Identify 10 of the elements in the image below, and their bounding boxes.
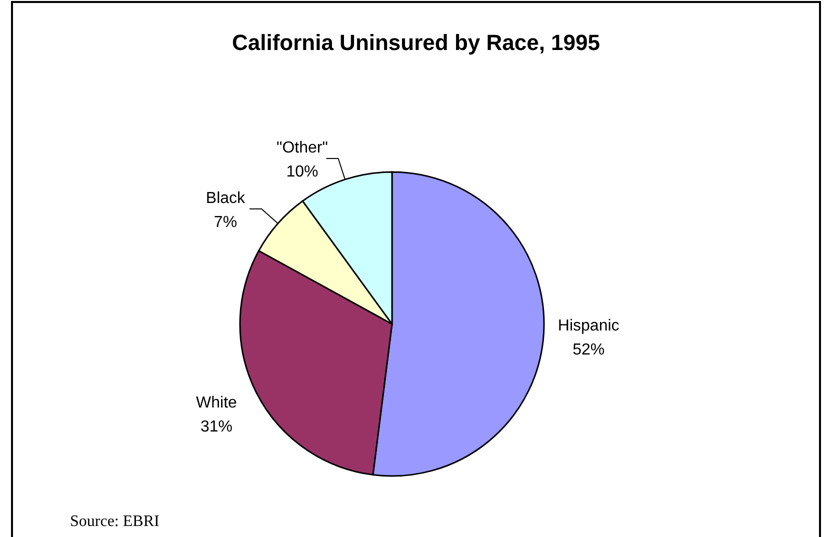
data-label: 52% xyxy=(572,341,605,358)
data-label: 7% xyxy=(214,214,238,231)
slice-label: Hispanic xyxy=(558,317,620,334)
source-note: Source: EBRI xyxy=(70,513,160,530)
data-label: 10% xyxy=(286,164,318,181)
slice-label: Black xyxy=(206,190,246,207)
data-label: 31% xyxy=(200,418,232,436)
chart-title: California Uninsured by Race, 1995 xyxy=(232,30,600,55)
slice-label: White xyxy=(196,394,238,412)
slice-label: "Other" xyxy=(276,140,328,157)
